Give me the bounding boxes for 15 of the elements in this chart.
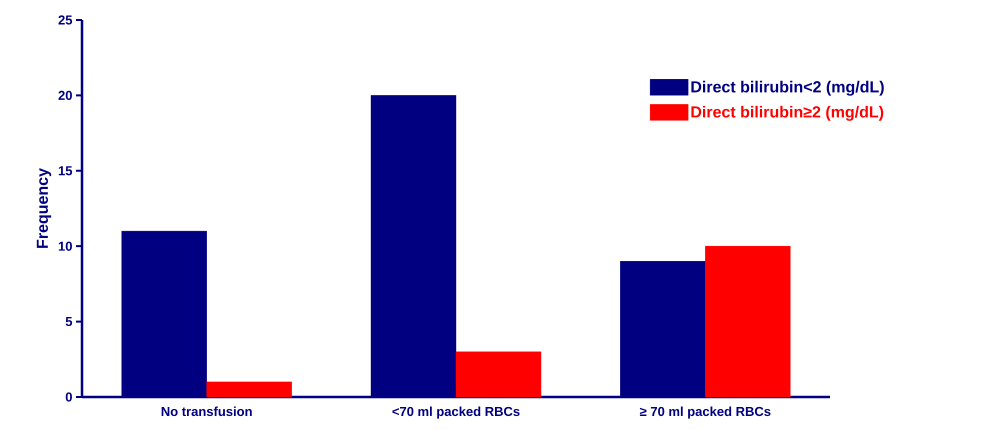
y-tick-label: 20 xyxy=(58,90,72,100)
y-tick-label: 10 xyxy=(58,242,72,251)
x-tick-label: ≥ 70 ml packed RBCs xyxy=(640,406,770,419)
legend-label: Direct bilirubin≥2 (mg/dL) xyxy=(691,106,884,121)
x-tick-label: <70 ml packed RBCs xyxy=(392,406,520,419)
bar xyxy=(456,352,542,398)
x-tick-label: No transfusion xyxy=(162,406,252,416)
y-tick-label: 5 xyxy=(66,317,72,326)
y-tick-label: 15 xyxy=(58,166,72,176)
y-tick-label: 25 xyxy=(58,15,72,25)
bar xyxy=(206,382,292,398)
y-axis-title: Frequency xyxy=(36,168,52,248)
y-tick-label: 0 xyxy=(66,392,72,402)
legend-label: Direct bilirubin<2 (mg/dL) xyxy=(691,80,884,96)
bar xyxy=(705,246,791,398)
